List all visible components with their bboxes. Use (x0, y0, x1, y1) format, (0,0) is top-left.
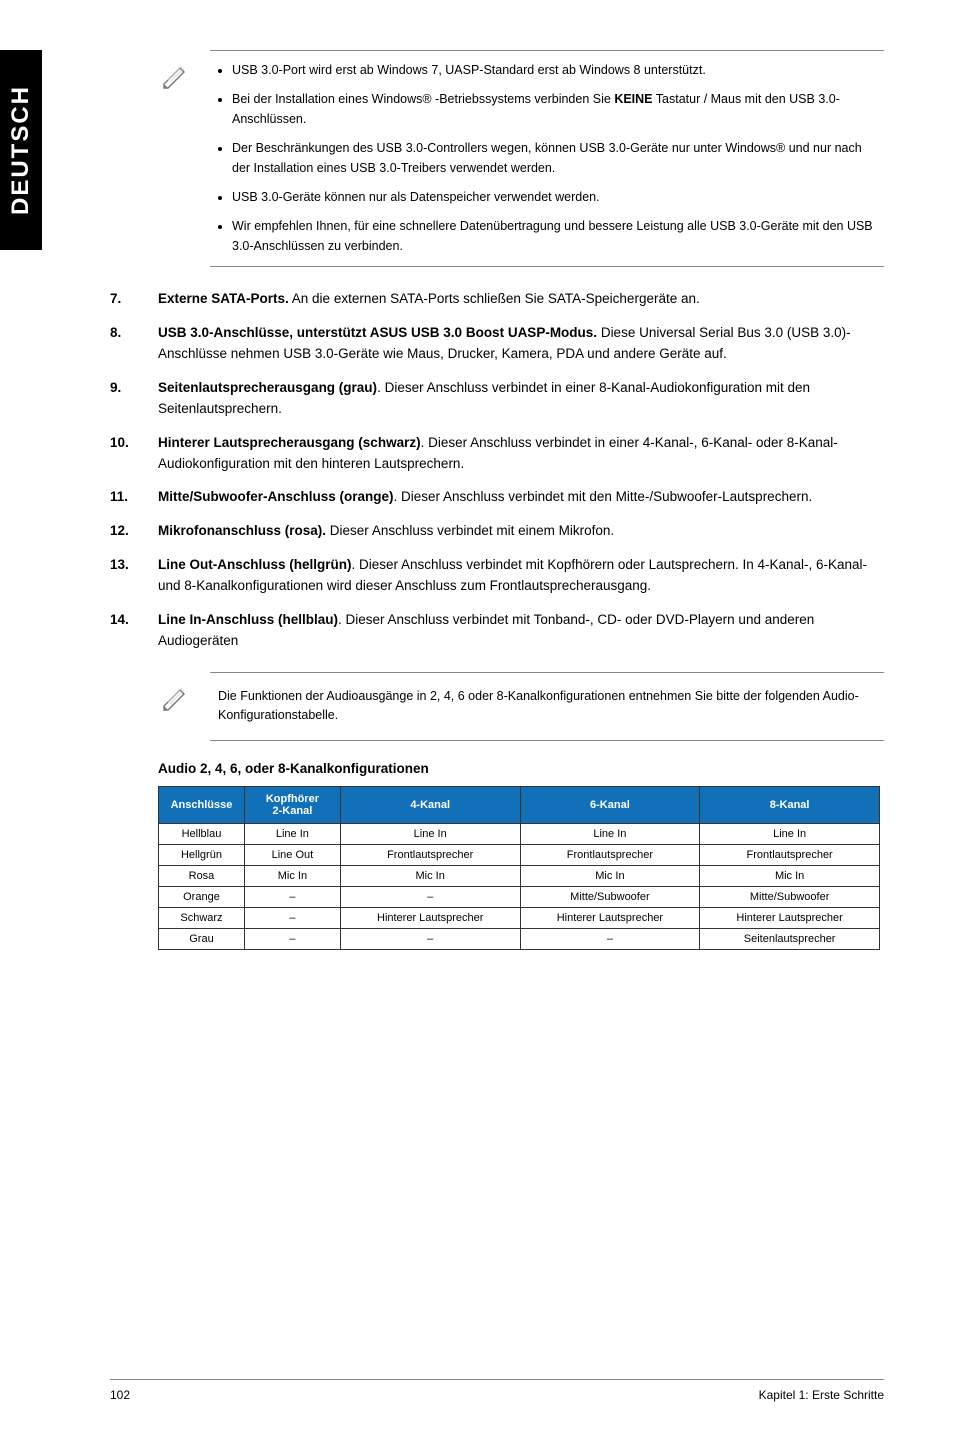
table-header: Kopfhörer2-Kanal (244, 786, 340, 823)
item-number: 10. (110, 433, 158, 475)
table-header: 6-Kanal (520, 786, 700, 823)
item-number: 9. (110, 378, 158, 420)
table-cell: Hellblau (159, 823, 245, 844)
table-cell: Schwarz (159, 907, 245, 928)
table-cell: – (340, 928, 520, 949)
side-tab-label: DEUTSCH (7, 85, 35, 215)
table-cell: – (244, 886, 340, 907)
table-cell: Frontlautsprecher (700, 844, 880, 865)
table-cell: Hellgrün (159, 844, 245, 865)
table-cell: Line In (520, 823, 700, 844)
numbered-list: 7.Externe SATA-Ports. An die externen SA… (110, 289, 884, 652)
item-body: Externe SATA-Ports. An die externen SATA… (158, 289, 884, 310)
item-number: 14. (110, 610, 158, 652)
table-cell: Grau (159, 928, 245, 949)
list-item: 13.Line Out-Anschluss (hellgrün). Dieser… (110, 555, 884, 597)
list-item: 7.Externe SATA-Ports. An die externen SA… (110, 289, 884, 310)
item-body: Line Out-Anschluss (hellgrün). Dieser An… (158, 555, 884, 597)
table-cell: – (340, 886, 520, 907)
item-body: Mikrofonanschluss (rosa). Dieser Anschlu… (158, 521, 884, 542)
table-row: Schwarz–Hinterer LautsprecherHinterer La… (159, 907, 880, 928)
table-cell: Hinterer Lautsprecher (340, 907, 520, 928)
table-cell: Line Out (244, 844, 340, 865)
table-cell: Line In (340, 823, 520, 844)
table-cell: Mic In (700, 865, 880, 886)
list-item: 14.Line In-Anschluss (hellblau). Dieser … (110, 610, 884, 652)
list-item: 9.Seitenlautsprecherausgang (grau). Dies… (110, 378, 884, 420)
table-cell: Hinterer Lautsprecher (700, 907, 880, 928)
note-bullet: USB 3.0-Port wird erst ab Windows 7, UAS… (232, 61, 876, 80)
top-note-block: USB 3.0-Port wird erst ab Windows 7, UAS… (158, 50, 884, 267)
pencil-icon (158, 50, 210, 99)
table-row: HellblauLine InLine InLine InLine In (159, 823, 880, 844)
table-cell: Rosa (159, 865, 245, 886)
table-header: Anschlüsse (159, 786, 245, 823)
chapter-label: Kapitel 1: Erste Schritte (759, 1388, 884, 1402)
table-cell: Orange (159, 886, 245, 907)
list-item: 8.USB 3.0-Anschlüsse, unterstützt ASUS U… (110, 323, 884, 365)
note-bullet: Wir empfehlen Ihnen, für eine schnellere… (232, 217, 876, 256)
table-row: Orange––Mitte/SubwooferMitte/Subwoofer (159, 886, 880, 907)
table-row: Grau–––Seitenlautsprecher (159, 928, 880, 949)
list-item: 12.Mikrofonanschluss (rosa). Dieser Ansc… (110, 521, 884, 542)
table-cell: Mic In (244, 865, 340, 886)
table-header: 8-Kanal (700, 786, 880, 823)
table-cell: Line In (244, 823, 340, 844)
item-body: USB 3.0-Anschlüsse, unterstützt ASUS USB… (158, 323, 884, 365)
audio-config-table: AnschlüsseKopfhörer2-Kanal4-Kanal6-Kanal… (158, 786, 880, 950)
page-number: 102 (110, 1388, 130, 1402)
item-number: 11. (110, 487, 158, 508)
item-number: 7. (110, 289, 158, 310)
note-bullet: Bei der Installation eines Windows® -Bet… (232, 90, 876, 129)
side-tab: DEUTSCH (0, 50, 42, 250)
note-bullet: USB 3.0-Geräte können nur als Datenspeic… (232, 188, 876, 207)
list-item: 11.Mitte/Subwoofer-Anschluss (orange). D… (110, 487, 884, 508)
note-bullet: Der Beschränkungen des USB 3.0-Controlle… (232, 139, 876, 178)
page-footer: 102 Kapitel 1: Erste Schritte (110, 1379, 884, 1402)
table-cell: – (244, 907, 340, 928)
table-row: HellgrünLine OutFrontlautsprecherFrontla… (159, 844, 880, 865)
item-number: 12. (110, 521, 158, 542)
mid-note-content: Die Funktionen der Audioausgänge in 2, 4… (210, 672, 884, 741)
item-body: Line In-Anschluss (hellblau). Dieser Ans… (158, 610, 884, 652)
item-number: 13. (110, 555, 158, 597)
table-cell: Frontlautsprecher (340, 844, 520, 865)
item-number: 8. (110, 323, 158, 365)
table-cell: – (244, 928, 340, 949)
table-row: RosaMic InMic InMic InMic In (159, 865, 880, 886)
table-cell: – (520, 928, 700, 949)
list-item: 10.Hinterer Lautsprecherausgang (schwarz… (110, 433, 884, 475)
table-cell: Seitenlautsprecher (700, 928, 880, 949)
table-cell: Mic In (340, 865, 520, 886)
top-note-content: USB 3.0-Port wird erst ab Windows 7, UAS… (210, 50, 884, 267)
table-cell: Mic In (520, 865, 700, 886)
table-cell: Line In (700, 823, 880, 844)
table-header: 4-Kanal (340, 786, 520, 823)
table-cell: Frontlautsprecher (520, 844, 700, 865)
table-title: Audio 2, 4, 6, oder 8-Kanalkonfiguration… (158, 761, 884, 776)
pencil-icon (158, 672, 210, 721)
item-body: Mitte/Subwoofer-Anschluss (orange). Dies… (158, 487, 884, 508)
mid-note-block: Die Funktionen der Audioausgänge in 2, 4… (158, 672, 884, 741)
table-cell: Mitte/Subwoofer (520, 886, 700, 907)
table-cell: Hinterer Lautsprecher (520, 907, 700, 928)
item-body: Seitenlautsprecherausgang (grau). Dieser… (158, 378, 884, 420)
item-body: Hinterer Lautsprecherausgang (schwarz). … (158, 433, 884, 475)
table-cell: Mitte/Subwoofer (700, 886, 880, 907)
